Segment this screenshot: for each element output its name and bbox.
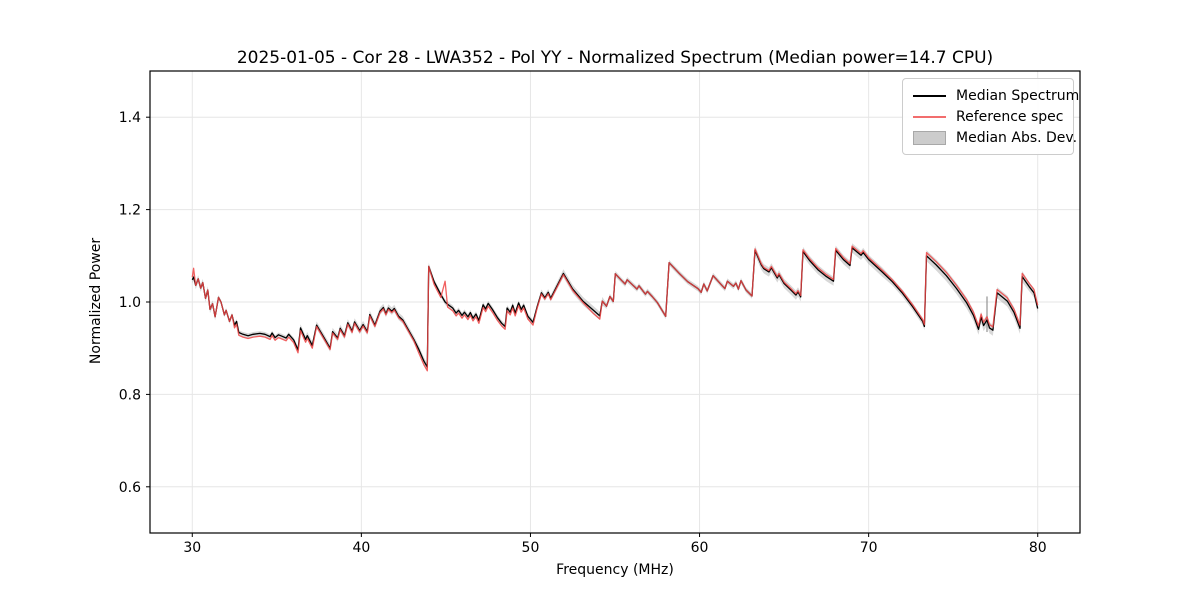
median-spectrum-line: [191, 247, 1039, 368]
legend-item-median-spectrum: Median Spectrum: [913, 85, 1079, 106]
reference-spec-line: [191, 245, 1039, 372]
x-tick-label: 60: [691, 540, 709, 556]
y-tick-label: 1.2: [119, 203, 141, 219]
y-tick-label: 1.0: [119, 295, 141, 311]
legend-label: Median Abs. Dev.: [956, 129, 1078, 146]
y-axis-label: Normalized Power: [88, 237, 104, 365]
legend-label: Median Spectrum: [956, 87, 1080, 104]
x-axis-label: Frequency (MHz): [556, 562, 674, 578]
reference-spec-line-swatch: [913, 115, 946, 118]
legend-label: Reference spec: [956, 108, 1064, 125]
y-tick-label: 1.4: [119, 110, 141, 126]
x-tick-label: 80: [1029, 540, 1047, 556]
median-spectrum-line-swatch: [913, 94, 946, 97]
x-tick-label: 50: [522, 540, 540, 556]
x-tick-label: 70: [860, 540, 878, 556]
y-tick-label: 0.6: [119, 480, 141, 496]
chart-title: 2025-01-05 - Cor 28 - LWA352 - Pol YY - …: [236, 48, 994, 68]
x-tick-label: 40: [352, 540, 370, 556]
x-tick-label: 30: [183, 540, 201, 556]
legend-item-mad: Median Abs. Dev.: [913, 127, 1077, 148]
legend-item-reference-spec: Reference spec: [913, 106, 1063, 127]
legend: Median Spectrum Reference spec Median Ab…: [902, 78, 1079, 155]
y-tick-label: 0.8: [119, 387, 141, 403]
mad-patch-swatch: [913, 130, 946, 145]
mad-band: [192, 243, 1038, 371]
